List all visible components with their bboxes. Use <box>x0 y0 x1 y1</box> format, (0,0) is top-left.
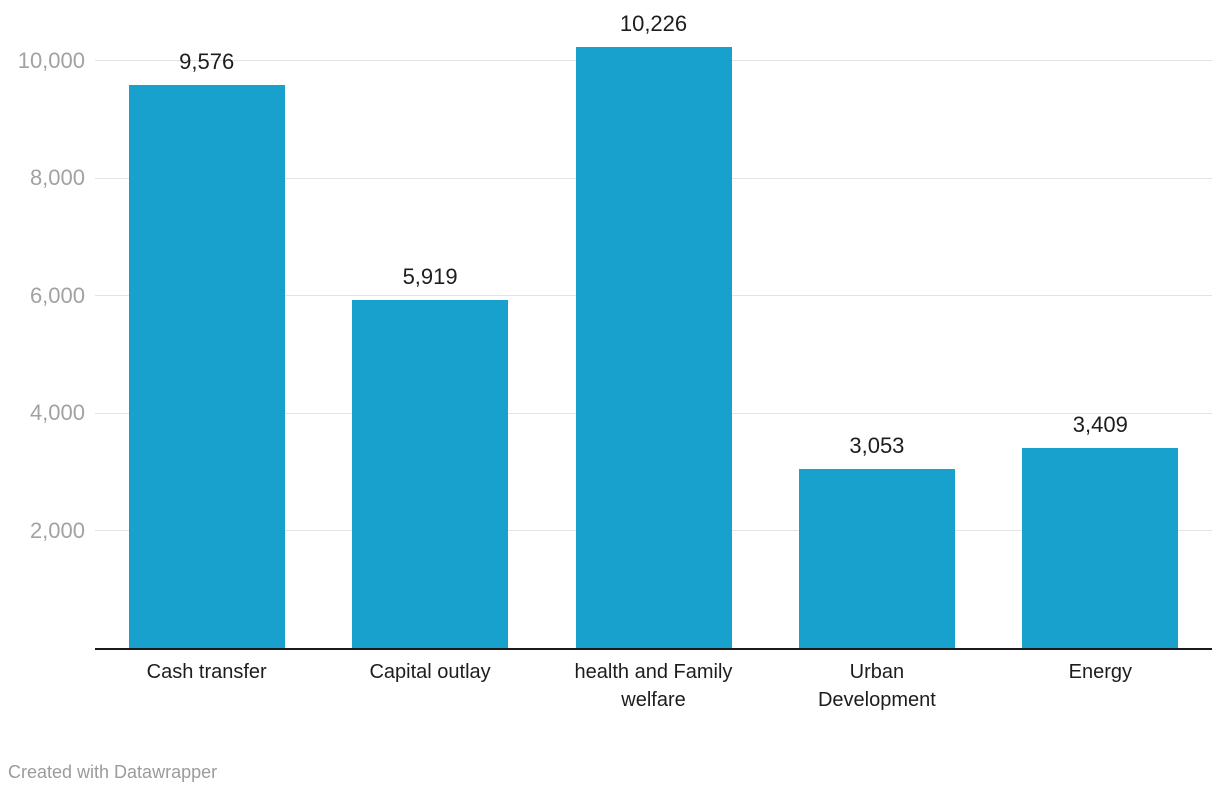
y-axis-tick-label: 10,000 <box>17 47 85 73</box>
x-axis-category-label: Urban Development <box>817 661 936 711</box>
bar <box>128 85 285 648</box>
x-axis-line <box>95 648 1212 650</box>
x-axis-category-label: Capital outlay <box>369 661 491 683</box>
y-axis-tick-label: 6,000 <box>29 282 85 308</box>
y-axis-tick-label: 2,000 <box>29 517 85 543</box>
x-axis-category-label: health and Family welfare <box>574 661 733 711</box>
bar-value-label: 10,226 <box>619 11 688 37</box>
bar <box>798 468 955 648</box>
x-axis-category-label: Cash transfer <box>146 661 267 683</box>
x-axis-category-label: Energy <box>1068 661 1132 683</box>
bar-value-label: 9,576 <box>179 49 235 75</box>
bar-value-label: 3,053 <box>849 432 905 458</box>
y-axis-tick-label: 4,000 <box>29 400 85 425</box>
bar <box>575 47 732 648</box>
bar-value-label: 5,919 <box>402 264 458 290</box>
y-axis-tick-label: 8,000 <box>29 165 85 190</box>
datawrapper-credit: Created with Datawrapper <box>8 762 218 782</box>
bar <box>1022 447 1179 648</box>
bar-value-label: 3,409 <box>1072 411 1128 437</box>
bar <box>352 300 509 648</box>
